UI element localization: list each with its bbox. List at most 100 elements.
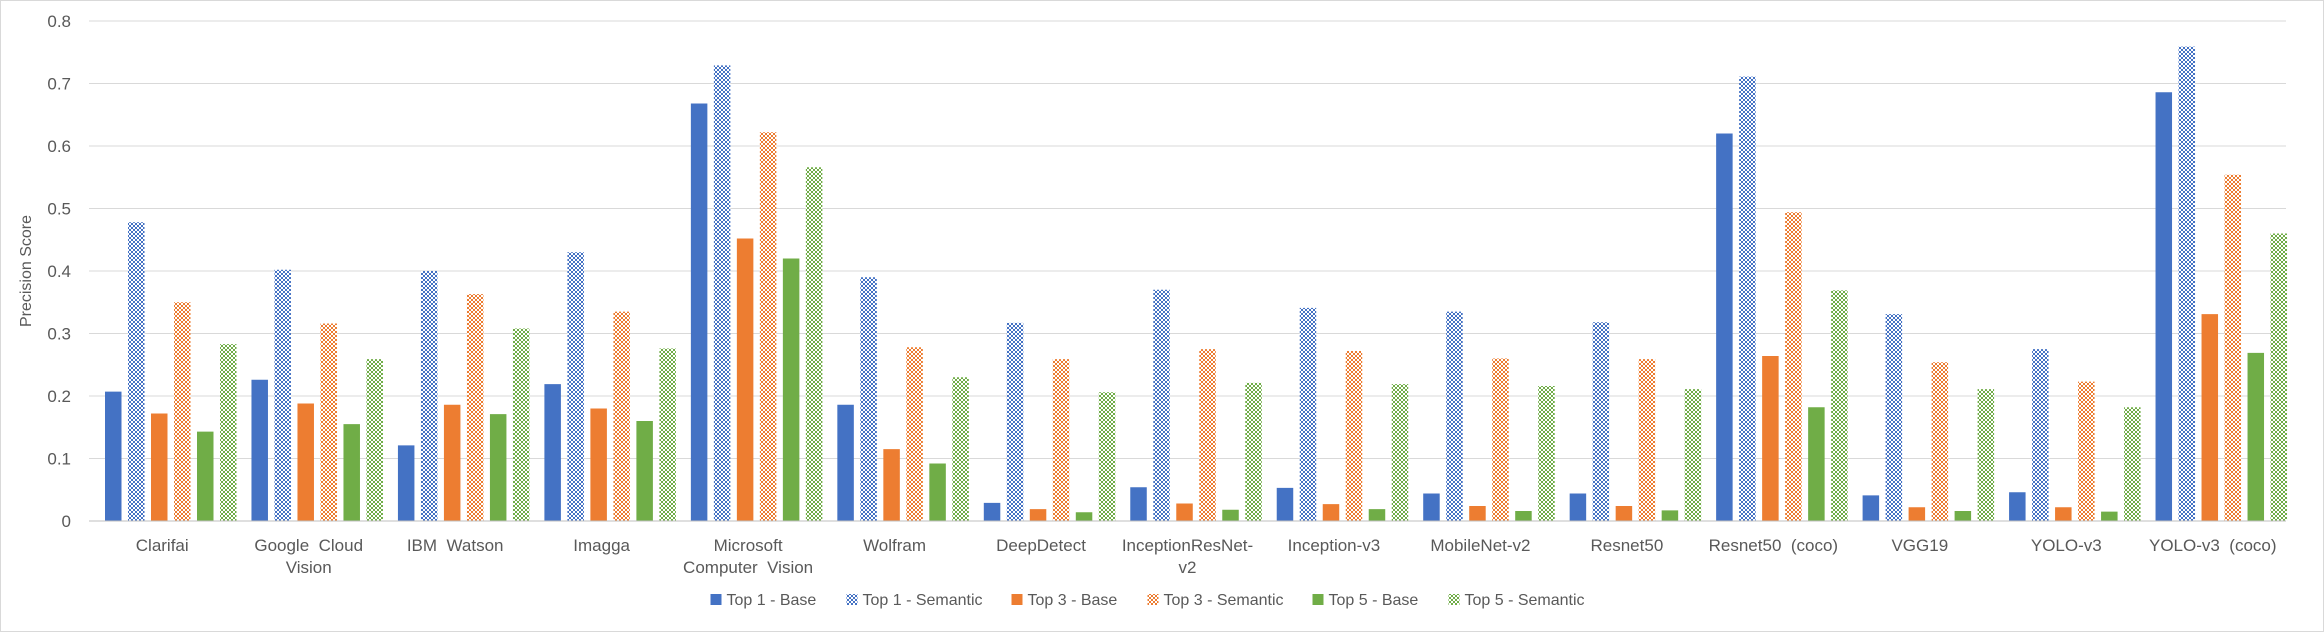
bar-top-5-semantic-13 [2124,407,2141,521]
bar-top-5-base-9 [1515,511,1532,521]
bar-top-1-base-7 [1130,487,1147,521]
legend-label: Top 5 - Base [1329,592,1419,609]
y-tick-label: 0.7 [47,75,71,94]
legend-item: Top 1 - Base [710,592,816,609]
bar-top-5-base-8 [1368,509,1386,521]
bar-top-3-semantic-6 [1052,359,1070,521]
x-category-label: Vision [286,558,332,577]
bar-top-3-base-9 [1469,506,1486,521]
y-tick-label: 0.6 [47,137,71,156]
x-category-label: Resnet50 (coco) [1709,536,1838,555]
bar-top-5-semantic-10 [1684,389,1702,521]
legend-label: Top 1 - Semantic [863,592,983,609]
bar-top-5-base-2 [489,414,507,521]
bar-top-5-semantic-6 [1098,392,1116,521]
bar-top-5-base-0 [197,431,214,521]
legend-item: Top 5 - Base [1312,592,1419,609]
bar-top-1-semantic-13 [2032,349,2049,521]
bar-top-5-base-7 [1222,509,1239,521]
x-category-label: Microsoft [714,536,783,555]
x-category-label: Resnet50 [1591,536,1664,555]
gridlines [89,20,2286,459]
x-category-label: IBM Watson [407,536,504,555]
bar-top-1-semantic-1 [274,269,291,521]
x-category-label: Inception-v3 [1288,536,1381,555]
bar-top-1-base-9 [1423,493,1440,521]
bar-top-3-semantic-9 [1492,358,1509,521]
bar-top-5-semantic-5 [952,377,969,521]
bar-top-1-semantic-12 [1885,314,1903,521]
bar-top-1-semantic-11 [1739,76,1756,521]
bar-top-1-semantic-5 [860,277,877,521]
legend-item: Top 5 - Semantic [1448,592,1585,609]
bar-top-3-semantic-2 [466,294,484,521]
bar-top-1-base-11 [1716,133,1733,521]
legend-label: Top 3 - Base [1028,592,1118,609]
bar-top-5-semantic-3 [659,348,676,521]
legend-swatch [1448,594,1460,605]
bar-top-3-base-14 [2201,314,2219,521]
x-axis-labels: Clarifai Google Cloud Vision IBM Watson Imag… [136,536,2277,577]
legend-swatch [1147,594,1159,605]
bar-top-5-semantic-0 [220,344,237,521]
bar-top-1-semantic-6 [1006,322,1024,521]
bar-top-3-base-3 [590,408,607,521]
bar-top-5-base-4 [782,258,800,521]
bar-top-3-semantic-0 [174,302,191,521]
y-tick-label: 0.4 [47,262,71,281]
x-category-label: VGG19 [1891,536,1948,555]
bar-top-5-semantic-12 [1977,389,1995,521]
bar-top-1-base-3 [544,384,561,521]
bar-top-3-base-8 [1322,504,1340,521]
bar-top-5-base-10 [1661,510,1679,521]
bar-top-5-base-12 [1954,511,1972,521]
bar-top-5-semantic-11 [1831,290,1848,521]
bar-top-3-base-6 [1029,509,1047,521]
bar-top-3-base-10 [1615,506,1633,521]
bar-top-5-base-11 [1808,407,1825,521]
legend-item: Top 3 - Base [1011,592,1118,609]
x-category-label: v2 [1179,558,1197,577]
bar-top-5-base-3 [636,421,653,521]
bar-top-5-semantic-7 [1245,382,1262,521]
bar-top-3-base-4 [736,238,754,521]
bar-top-1-base-0 [105,391,122,521]
bar-top-1-semantic-0 [128,222,145,521]
bars [105,46,2288,521]
bar-top-1-base-8 [1276,487,1294,521]
bar-top-5-base-13 [2101,511,2118,521]
bar-top-3-base-1 [297,403,314,521]
bar-top-1-base-6 [983,502,1001,521]
bar-top-3-base-13 [2055,507,2072,521]
bar-top-3-base-11 [1762,356,1779,521]
x-category-label: YOLO-v3 [2031,536,2102,555]
bar-top-3-semantic-7 [1199,349,1216,521]
bar-top-1-base-10 [1569,493,1587,521]
x-category-label: YOLO-v3 (coco) [2149,536,2277,555]
bar-top-5-semantic-2 [512,328,530,521]
bar-top-5-semantic-14 [2270,233,2288,521]
bar-top-5-base-6 [1075,512,1093,521]
legend-label: Top 5 - Semantic [1465,592,1585,609]
legend-item: Top 1 - Semantic [846,592,983,609]
bar-top-3-base-0 [151,413,168,521]
bar-top-1-base-5 [837,404,854,521]
y-tick-label: 0.1 [47,450,71,469]
y-tick-label: 0.2 [47,387,71,406]
bar-top-3-base-12 [1908,507,1926,521]
x-category-label: Computer Vision [683,558,813,577]
legend-swatch [710,594,722,605]
legend-swatch [846,594,858,605]
bar-top-5-base-14 [2247,352,2265,521]
x-category-label: Wolfram [863,536,926,555]
bar-top-3-semantic-5 [906,347,923,521]
bar-top-3-semantic-12 [1931,362,1949,521]
bar-top-3-semantic-8 [1345,351,1363,521]
bar-top-3-semantic-3 [613,311,630,521]
y-tick-label: 0.8 [47,12,71,31]
bar-top-3-semantic-4 [759,132,777,521]
bar-top-1-semantic-4 [713,65,731,521]
x-category-label: InceptionResNet- [1122,536,1253,555]
x-category-label: Google Cloud [254,536,363,555]
